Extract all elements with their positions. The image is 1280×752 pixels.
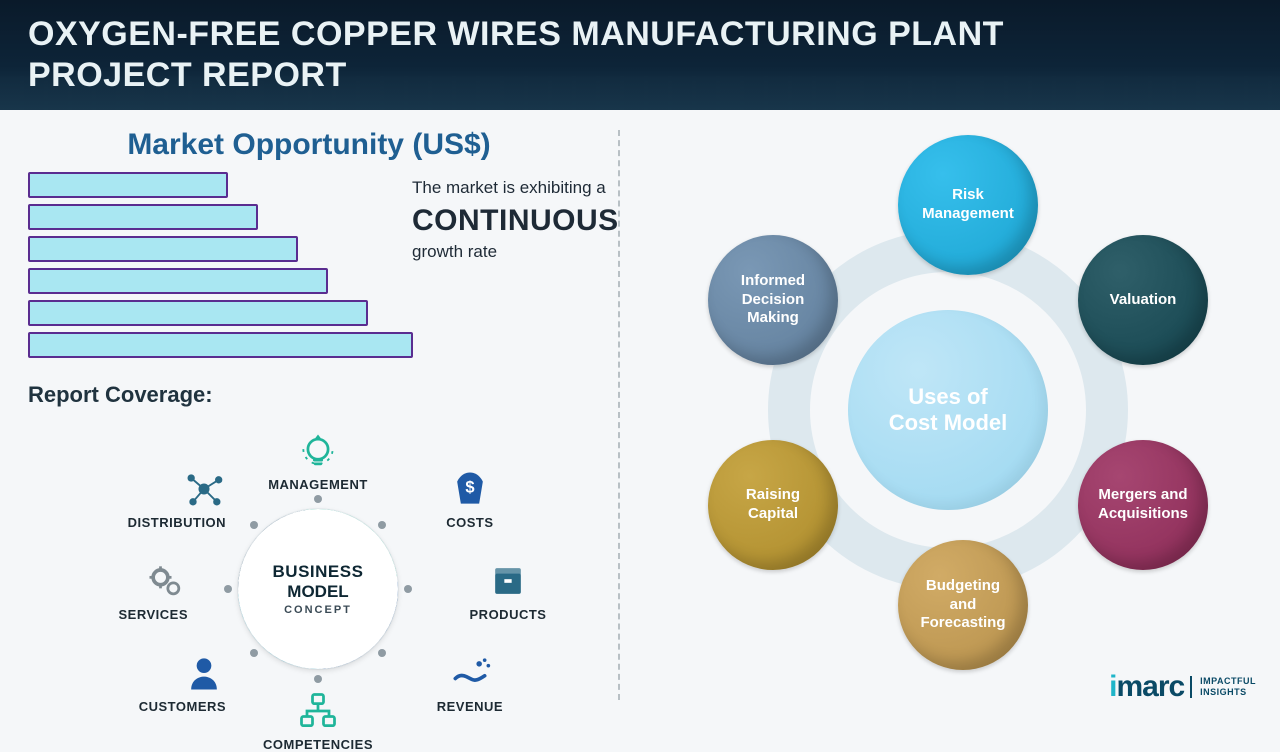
gears-icon bbox=[144, 559, 188, 603]
bm-node-costs: $ COSTS bbox=[410, 467, 530, 530]
bar bbox=[28, 236, 298, 262]
market-text-line1: The market is exhibiting a bbox=[412, 178, 619, 198]
bm-node-label: CUSTOMERS bbox=[139, 699, 226, 714]
svg-text:$: $ bbox=[465, 479, 474, 497]
bubble-valuation: Valuation bbox=[1078, 235, 1208, 365]
report-coverage-title: Report Coverage: bbox=[28, 382, 590, 408]
market-opportunity-title: Market Opportunity (US$) bbox=[28, 128, 590, 162]
bulb-icon bbox=[296, 429, 340, 473]
bubble-informed-decision-making: InformedDecisionMaking bbox=[708, 235, 838, 365]
bar bbox=[28, 172, 228, 198]
bm-node-label: COMPETENCIES bbox=[263, 737, 373, 752]
hand-icon bbox=[448, 651, 492, 695]
bm-node-label: REVENUE bbox=[437, 699, 503, 714]
right-panel: Uses ofCost Model RiskManagement Valuatio… bbox=[618, 110, 1280, 720]
bm-node-label: COSTS bbox=[446, 515, 493, 530]
money-icon: $ bbox=[448, 467, 492, 511]
person-icon bbox=[182, 651, 226, 695]
bm-center-line2: MODEL bbox=[287, 582, 348, 602]
bar bbox=[28, 300, 368, 326]
business-model-center: BUSINESS MODEL CONCEPT bbox=[238, 509, 398, 669]
bm-node-services: SERVICES bbox=[68, 559, 188, 622]
chart-row: The market is exhibiting a CONTINUOUS gr… bbox=[28, 172, 590, 364]
bm-node-distribution: DISTRIBUTION bbox=[106, 467, 226, 530]
connector-dot bbox=[378, 649, 386, 657]
bar bbox=[28, 332, 413, 358]
org-icon bbox=[296, 689, 340, 733]
connector-dot bbox=[314, 495, 322, 503]
market-text-big: CONTINUOUS bbox=[412, 204, 619, 238]
page-title: OXYGEN-FREE COPPER WIRES MANUFACTURING P… bbox=[28, 14, 1028, 96]
box-icon bbox=[486, 559, 530, 603]
bm-node-competencies: COMPETENCIES bbox=[258, 689, 378, 752]
bm-node-products: PRODUCTS bbox=[448, 559, 568, 622]
left-panel: Market Opportunity (US$) The market is e… bbox=[0, 110, 618, 720]
bm-center-line1: BUSINESS bbox=[273, 562, 364, 582]
bar bbox=[28, 204, 258, 230]
market-text-line2: growth rate bbox=[412, 242, 619, 262]
header: OXYGEN-FREE COPPER WIRES MANUFACTURING P… bbox=[0, 0, 1280, 110]
logo-wordmark: imarc bbox=[1109, 670, 1184, 704]
bm-center-line3: CONCEPT bbox=[284, 604, 352, 616]
bubble-raising-capital: RaisingCapital bbox=[708, 440, 838, 570]
content: Market Opportunity (US$) The market is e… bbox=[0, 110, 1280, 720]
bm-node-management: MANAGEMENT bbox=[258, 429, 378, 492]
connector-dot bbox=[404, 585, 412, 593]
bar-chart bbox=[28, 172, 398, 364]
market-text: The market is exhibiting a CONTINUOUS gr… bbox=[412, 172, 619, 262]
bm-node-customers: CUSTOMERS bbox=[106, 651, 226, 714]
connector-dot bbox=[378, 521, 386, 529]
bm-node-revenue: REVENUE bbox=[410, 651, 530, 714]
connector-dot bbox=[250, 649, 258, 657]
radial-center: Uses ofCost Model bbox=[848, 310, 1048, 510]
bm-node-label: PRODUCTS bbox=[470, 607, 547, 622]
connector-dot bbox=[224, 585, 232, 593]
network-icon bbox=[182, 467, 226, 511]
bar bbox=[28, 268, 328, 294]
cost-model-radial: Uses ofCost Model RiskManagementValuatio… bbox=[678, 140, 1218, 680]
connector-dot bbox=[314, 675, 322, 683]
bubble-risk-management: RiskManagement bbox=[898, 135, 1038, 275]
bubble-mergers-and-acquisitions: Mergers andAcquisitions bbox=[1078, 440, 1208, 570]
logo: imarc IMPACTFUL INSIGHTS bbox=[1109, 670, 1256, 704]
bm-node-label: DISTRIBUTION bbox=[128, 515, 226, 530]
bubble-budgeting-and-forecasting: BudgetingandForecasting bbox=[898, 540, 1028, 670]
bm-node-label: SERVICES bbox=[118, 607, 188, 622]
business-model-diagram: BUSINESS MODEL CONCEPT MANAGEMENT $ COSTS P… bbox=[28, 414, 588, 744]
bm-node-label: MANAGEMENT bbox=[268, 477, 368, 492]
logo-tagline: IMPACTFUL INSIGHTS bbox=[1190, 676, 1256, 698]
